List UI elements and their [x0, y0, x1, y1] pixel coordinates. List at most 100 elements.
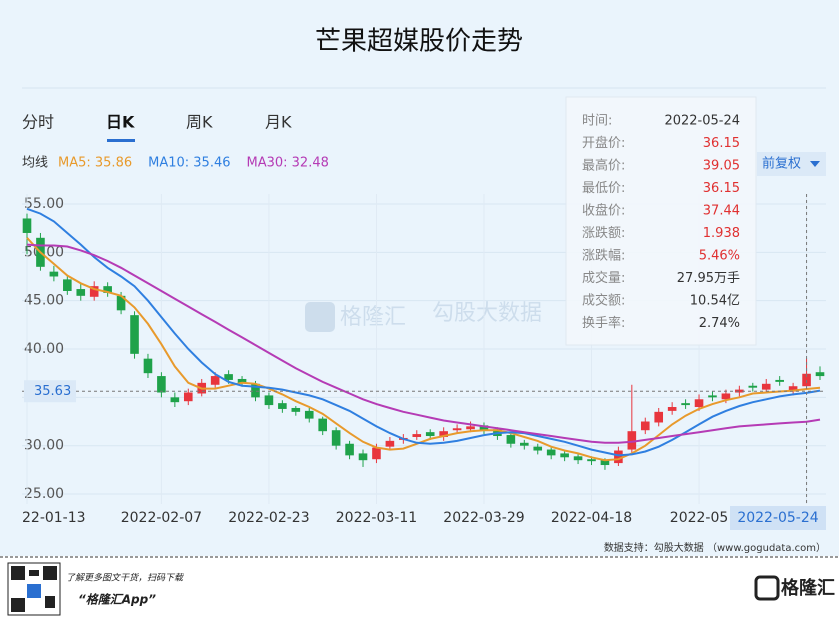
tab[interactable]: 月K [265, 113, 292, 132]
candle-body [49, 271, 59, 277]
candle-body [251, 383, 260, 398]
y-tick-label: 30.00 [24, 438, 64, 454]
info-label: 涨跌额: [582, 225, 625, 241]
adjust-button-label[interactable]: 前复权 [762, 156, 801, 172]
candle-body [425, 432, 435, 437]
candle-body [708, 395, 717, 398]
candle-body [681, 403, 690, 406]
candle-body [506, 435, 516, 444]
info-value: 37.44 [703, 204, 740, 219]
info-label: 时间: [582, 114, 612, 129]
info-value: 27.95万手 [677, 271, 740, 286]
legend-entry: MA5: 35.86 [58, 156, 132, 171]
info-value: 5.46% [699, 249, 740, 264]
tab[interactable]: 分时 [22, 113, 54, 132]
candle-body [573, 456, 583, 461]
candle-body [63, 279, 72, 291]
crosshair-label: 35.63 [34, 384, 71, 399]
candle-body [452, 428, 462, 431]
candle-body [735, 389, 744, 393]
candle-body [640, 421, 650, 431]
x-tick-label: 2022-04-18 [551, 510, 632, 526]
ma-line [26, 207, 821, 457]
watermark-left: 格隆汇 [340, 305, 406, 330]
y-tick-label: 45.00 [24, 293, 64, 309]
candle-body [157, 376, 166, 393]
info-value: 1.938 [703, 226, 740, 241]
logo-mark [754, 575, 780, 601]
watermark-logo [305, 302, 335, 332]
ma-line [26, 243, 821, 444]
candle-body [264, 395, 274, 406]
candle-body [560, 453, 569, 458]
info-value: 2022-05-24 [664, 114, 740, 129]
candle-body [412, 434, 422, 437]
candle-body [627, 431, 637, 450]
x-tick-label: 2022-05-24 [737, 510, 818, 526]
candle-body [802, 373, 811, 387]
candle-body [170, 397, 180, 403]
candle-body [815, 372, 825, 377]
info-panel [565, 96, 757, 346]
candle-body [210, 376, 220, 385]
y-tick-label: 40.00 [24, 341, 64, 357]
info-value: 39.05 [703, 159, 740, 174]
candle-body [143, 358, 153, 374]
candle-body [479, 425, 489, 431]
info-value: 36.15 [703, 136, 740, 151]
candle-body [520, 442, 529, 446]
candle-body [788, 386, 798, 392]
x-tick-label: 2022-03-29 [443, 510, 524, 526]
info-label: 成交量: [582, 270, 625, 286]
candle-body [22, 218, 32, 233]
candle-body [614, 450, 623, 464]
x-tick-label: 2022-02-07 [121, 510, 202, 526]
legend-caption: 均线 [22, 156, 48, 171]
x-tick-label: 2022-02-23 [228, 510, 309, 526]
data-source: 数据支持：勾股大数据 （www.gogudata.com） [604, 541, 826, 554]
info-value: 36.15 [703, 181, 740, 196]
candle-body [721, 393, 731, 400]
dropdown-arrow[interactable] [810, 161, 820, 167]
tab[interactable]: 日K [106, 113, 135, 132]
info-label: 成交额: [582, 293, 625, 309]
candle-body [345, 443, 354, 456]
tab-underline [107, 139, 135, 142]
candle-body [385, 440, 395, 447]
qr-code [7, 562, 61, 616]
info-label: 涨跌幅: [582, 248, 625, 264]
candle-body [761, 383, 771, 390]
app-name: “格隆汇App” [78, 593, 156, 607]
crosshair-label-box [24, 380, 76, 403]
x-tick-label: 2022-05 [670, 510, 729, 526]
candle-body [103, 286, 112, 293]
info-value: 2.74% [699, 316, 740, 331]
candle-body [372, 447, 381, 460]
candle-body [600, 460, 610, 466]
tab[interactable]: 周K [186, 113, 213, 132]
candle-body [694, 399, 704, 408]
info-label: 最高价: [582, 158, 625, 174]
logo-text: 格隆汇 [781, 577, 835, 599]
info-label: 换手率: [582, 315, 625, 331]
y-tick-label: 25.00 [24, 486, 64, 502]
candle-body [358, 453, 368, 461]
candle-body [224, 374, 233, 380]
candle-body [546, 449, 556, 456]
page-title: 芒果超媒股价走势 [315, 27, 523, 57]
legend-entry: MA30: 32.48 [247, 156, 329, 171]
candle-body [318, 418, 327, 432]
ma-line [26, 237, 821, 462]
info-label: 最低价: [582, 181, 625, 196]
candle-body [76, 289, 86, 296]
x-label-highlight [730, 506, 826, 530]
info-value: 10.54亿 [690, 294, 740, 309]
candle-body [587, 459, 596, 462]
legend-entry: MA10: 35.46 [148, 156, 230, 171]
candle-body [775, 379, 784, 382]
candle-body [130, 315, 139, 354]
candle-body [183, 392, 193, 402]
candle-body [533, 446, 543, 451]
candle-body [116, 295, 126, 311]
candle-body [304, 410, 314, 419]
